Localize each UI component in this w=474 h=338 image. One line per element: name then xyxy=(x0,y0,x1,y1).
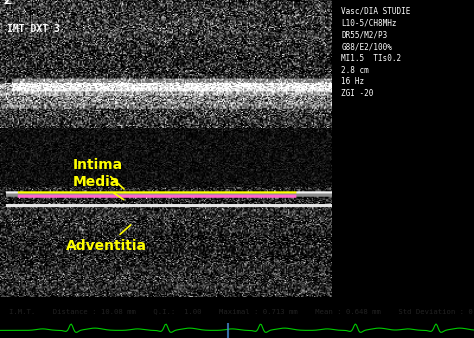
Text: 2.8 cm: 2.8 cm xyxy=(341,66,369,75)
Text: Media: Media xyxy=(73,175,124,200)
Text: DR55/M2/P3: DR55/M2/P3 xyxy=(341,30,388,39)
Text: G88/E2/100%: G88/E2/100% xyxy=(341,42,392,51)
Text: Z: Z xyxy=(3,0,11,6)
Text: Vasc/DIA STUDIE: Vasc/DIA STUDIE xyxy=(341,6,410,16)
Text: Adventitia: Adventitia xyxy=(66,225,147,253)
Text: Intima: Intima xyxy=(73,158,124,189)
Text: IMT DXT 3: IMT DXT 3 xyxy=(7,24,60,34)
Text: 16 Hz: 16 Hz xyxy=(341,77,365,87)
Text: I.M.T.    Distance : 10.08 mm    Q.I.:  1.00    Maximal : 0.713 mm    Mean : 0.6: I.M.T. Distance : 10.08 mm Q.I.: 1.00 Ma… xyxy=(9,308,474,314)
Text: ZGI -20: ZGI -20 xyxy=(341,89,374,98)
Text: MI1.5  TIs0.2: MI1.5 TIs0.2 xyxy=(341,54,401,63)
Text: L10-5/CH8MHz: L10-5/CH8MHz xyxy=(341,18,397,27)
